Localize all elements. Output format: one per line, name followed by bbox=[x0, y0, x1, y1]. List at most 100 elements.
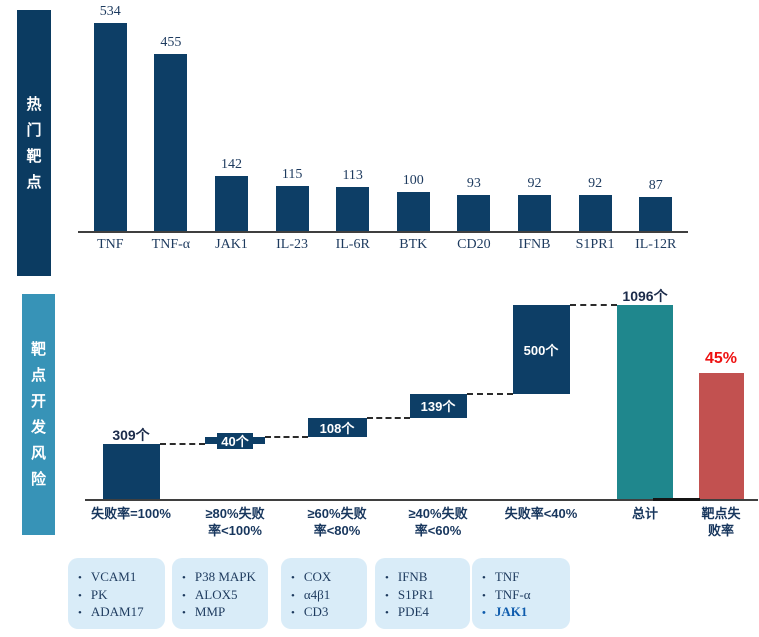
segment-value-badge: 40个 bbox=[217, 432, 253, 450]
failure-rate-value-label: 45% bbox=[704, 350, 738, 367]
waterfall-x-label-line: 失败率<40% bbox=[504, 506, 578, 521]
bar-value-label: 142 bbox=[220, 157, 242, 172]
connector-line-2 bbox=[265, 436, 308, 439]
target-name: MMP bbox=[194, 604, 226, 619]
target-group-box-4: • IFNB • S1PR1 • PDE4 bbox=[375, 558, 470, 629]
bar-value-label: 87 bbox=[648, 178, 663, 193]
sidebar-char: 点 bbox=[26, 173, 42, 191]
target-list-item: • COX bbox=[291, 569, 361, 587]
connector-line-3 bbox=[366, 417, 410, 420]
waterfall-x-label-4: ≥40%失败 率<60% bbox=[383, 506, 493, 540]
bullet-icon: • bbox=[385, 607, 389, 619]
x-axis-label-ifnb: IFNB bbox=[518, 237, 551, 252]
bullet-icon: • bbox=[182, 589, 186, 602]
bar-value-label: 92 bbox=[588, 176, 603, 191]
target-list-item: • PDE4 bbox=[385, 604, 464, 622]
bullet-icon: • bbox=[291, 572, 295, 584]
bar-value-label: 93 bbox=[466, 176, 481, 191]
waterfall-segment-5: 500个 bbox=[512, 305, 570, 394]
bar-il-12r bbox=[639, 197, 673, 231]
target-name: IFNB bbox=[397, 569, 428, 584]
target-name: CD3 bbox=[303, 604, 329, 619]
bar-tnf-α bbox=[154, 54, 188, 231]
waterfall-x-label-line: 率<80% bbox=[313, 522, 361, 538]
bullet-icon: • bbox=[482, 589, 486, 602]
target-list-item: • VCAM1 bbox=[78, 569, 159, 587]
target-list-item: • ADAM17 bbox=[78, 604, 159, 622]
bar-cd20 bbox=[457, 195, 491, 231]
failure-rate-bar bbox=[698, 373, 744, 499]
section-label-hot-targets: 热门靶点 bbox=[17, 10, 51, 276]
sidebar-char: 门 bbox=[26, 121, 42, 139]
segment-value-label: 40个 bbox=[221, 434, 249, 450]
sidebar-char: 点 bbox=[30, 367, 46, 384]
bar-tnf bbox=[93, 23, 127, 231]
target-name: PK bbox=[90, 586, 108, 602]
bullet-icon: • bbox=[182, 572, 186, 584]
x-axis-label-tnf-α: TNF-α bbox=[151, 237, 191, 252]
waterfall-total-bar bbox=[617, 305, 673, 499]
target-list-item: • IFNB bbox=[385, 569, 464, 587]
connector-line-1 bbox=[159, 443, 205, 446]
bar-il-6r bbox=[336, 187, 370, 231]
section-label-target-risk: 靶点开发风险 bbox=[22, 294, 55, 535]
bullet-icon: • bbox=[385, 589, 389, 602]
bar-value-label: 113 bbox=[342, 168, 363, 183]
target-name: TNF bbox=[494, 569, 520, 584]
bullet-icon: • bbox=[291, 589, 295, 602]
target-name: S1PR1 bbox=[397, 586, 434, 602]
waterfall-x-label-line: 失败率=100% bbox=[91, 506, 171, 521]
x-axis-label-btk: BTK bbox=[399, 237, 428, 252]
waterfall-x-label-1: 失败率=100% bbox=[76, 506, 186, 523]
target-group-box-2: • P38 MAPK • ALOX5 • MMP bbox=[172, 558, 268, 629]
bullet-icon: • bbox=[385, 572, 389, 584]
bar-jak1 bbox=[215, 176, 248, 231]
target-list-item: • MMP bbox=[182, 604, 262, 622]
sidebar-char: 热 bbox=[26, 95, 42, 113]
total-value-label: 1096个 bbox=[622, 288, 668, 304]
target-name: ADAM17 bbox=[90, 604, 144, 619]
target-list-item: • TNF-α bbox=[482, 587, 564, 605]
target-list-item: • S1PR1 bbox=[385, 587, 464, 605]
waterfall-x-label-line: 靶点失 bbox=[701, 506, 741, 521]
bar-ifnb bbox=[518, 195, 551, 231]
sidebar-char: 发 bbox=[30, 419, 46, 436]
bullet-icon: • bbox=[482, 607, 486, 619]
bullet-icon: • bbox=[78, 572, 82, 584]
sidebar-char: 靶 bbox=[30, 341, 46, 358]
target-group-box-3: • COX • α4β1 • CD3 bbox=[281, 558, 367, 629]
waterfall-x-label-line: ≥40%失败 bbox=[408, 506, 468, 521]
bar-value-label: 455 bbox=[160, 35, 182, 50]
target-list-item: • JAK1 bbox=[482, 604, 564, 622]
target-list-item: • α4β1 bbox=[291, 587, 361, 605]
top-chart-axis-line bbox=[78, 231, 688, 233]
target-group-box-1: • VCAM1 • PK • ADAM17 bbox=[68, 558, 165, 629]
bullet-icon: • bbox=[78, 589, 82, 602]
segment-value-label: 500个 bbox=[523, 342, 559, 358]
segment-value-label: 139个 bbox=[420, 399, 456, 415]
target-list-item: • TNF bbox=[482, 569, 564, 587]
waterfall-segment-1 bbox=[102, 444, 160, 499]
waterfall-x-label-line: 总计 bbox=[631, 506, 658, 521]
bullet-icon: • bbox=[182, 607, 186, 619]
bar-value-label: 115 bbox=[281, 167, 303, 182]
waterfall-x-label-7: 靶点失 败率 bbox=[666, 506, 759, 540]
segment-value-label: 108个 bbox=[319, 421, 355, 437]
bullet-icon: • bbox=[78, 607, 82, 619]
target-group-box-5: • TNF • TNF-α • JAK1 bbox=[472, 558, 570, 629]
x-axis-label-il-23: IL-23 bbox=[276, 237, 309, 252]
target-list-item: • ALOX5 bbox=[182, 587, 262, 605]
waterfall-x-label-line: ≥60%失败 bbox=[307, 506, 367, 521]
bar-il-23 bbox=[275, 186, 309, 231]
failure-rate-axis-notch bbox=[653, 497, 700, 501]
target-list-item: • CD3 bbox=[291, 604, 361, 622]
waterfall-x-label-3: ≥60%失败 率<80% bbox=[282, 506, 392, 540]
target-name: ALOX5 bbox=[194, 586, 238, 602]
waterfall-x-label-line: 率<60% bbox=[414, 522, 462, 538]
bar-value-label: 100 bbox=[402, 173, 424, 188]
target-name: α4β1 bbox=[303, 586, 331, 602]
waterfall-axis-line bbox=[85, 499, 758, 501]
target-name: JAK1 bbox=[494, 604, 528, 619]
sidebar-char: 靶 bbox=[26, 147, 42, 165]
